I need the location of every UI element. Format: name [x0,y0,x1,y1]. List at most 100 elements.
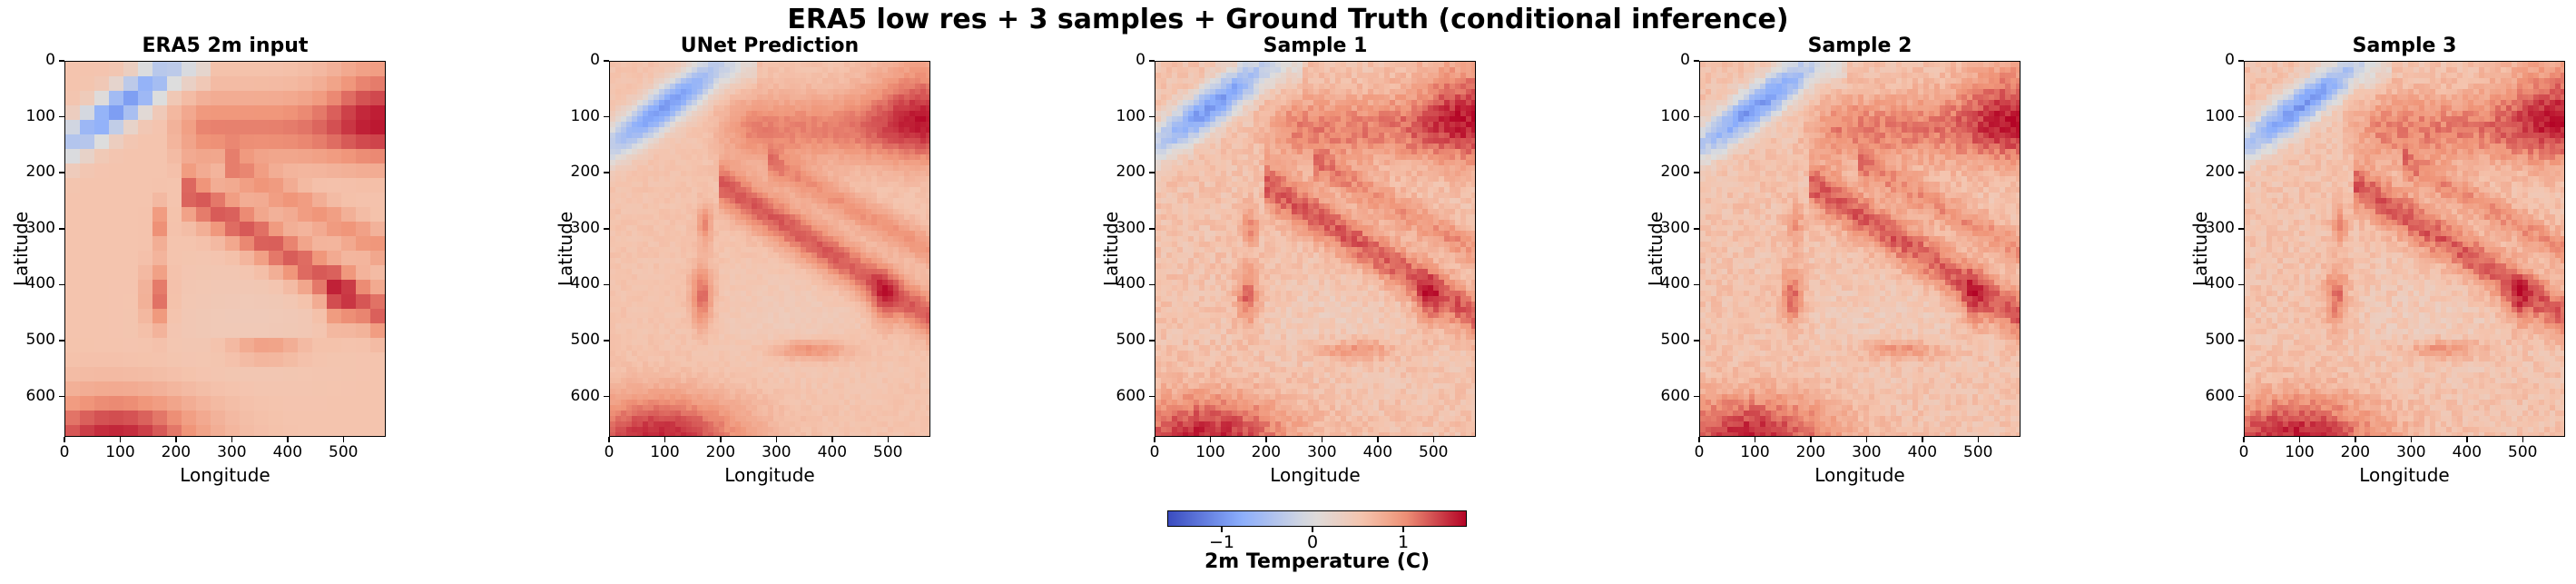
heatmap-cell [795,171,801,177]
heatmap-cell [768,62,774,68]
heatmap-cell [283,411,299,426]
heatmap-cell [828,236,834,243]
heatmap-cell [632,405,638,411]
heatmap-cell [828,269,834,275]
heatmap-cell [806,100,812,106]
heatmap-cell [833,291,840,297]
heatmap-cell [637,361,644,368]
heatmap-cell [1254,78,1260,84]
heatmap-cell [675,302,682,308]
heatmap-cell [877,411,883,417]
heatmap-cell [632,111,638,117]
heatmap-cell [730,296,736,302]
heatmap-cell [681,312,687,319]
heatmap-cell [659,411,665,417]
heatmap-cell [828,149,834,155]
heatmap-cell [341,149,357,164]
heatmap-cell [915,89,921,95]
heatmap-cell [790,111,796,117]
heatmap-cell [735,356,742,362]
heatmap-cell [828,356,834,362]
heatmap-cell [828,122,834,128]
heatmap-cell [735,133,742,139]
heatmap-cell [719,214,725,221]
heatmap-cell [240,105,255,121]
heatmap-cell [94,309,110,324]
heatmap-cell [719,405,725,411]
heatmap-cell [621,67,627,74]
heatmap-cell [822,182,829,188]
heatmap-cell [1155,78,1162,84]
heatmap-cell [1395,73,1401,79]
heatmap-cell [94,178,110,193]
heatmap-cell [356,367,371,382]
heatmap-cell [65,91,81,106]
heatmap-cell [621,144,627,150]
heatmap-cell [871,84,878,90]
heatmap-cell [899,400,905,406]
heatmap-cell [659,165,665,172]
heatmap-cell [746,73,752,79]
heatmap-cell [839,372,845,379]
heatmap-cell [1455,67,1461,74]
heatmap-cell [893,62,900,68]
heatmap-cell [795,105,801,112]
heatmap-cell [713,231,720,237]
heatmap-cell [828,351,834,357]
heatmap-cell [659,94,665,101]
heatmap-cell [719,160,725,166]
heatmap-cell [817,296,823,302]
heatmap-cell [697,182,703,188]
heatmap-cell [1221,78,1227,84]
heatmap-cell [1313,78,1320,84]
heatmap-cell [893,356,900,362]
heatmap-cell [626,356,633,362]
heatmap-cell [719,154,725,161]
heatmap-cell [888,149,894,155]
heatmap-cell [882,323,889,330]
heatmap-cell [784,220,791,226]
heatmap-cell [610,361,616,368]
heatmap-cell [752,242,758,248]
heatmap-cell [871,73,878,79]
heatmap-cell [773,100,780,106]
heatmap-cell [779,236,785,243]
heatmap-cell [708,171,714,177]
heatmap-cell [920,203,927,210]
heatmap-cell [795,176,801,183]
heatmap-cell [1308,78,1314,84]
heatmap-cell [356,251,371,266]
heatmap-cell [713,416,720,422]
heatmap-cell [327,178,342,193]
heatmap-cell [773,182,780,188]
heatmap-cell [80,222,95,237]
heatmap-cell [784,285,791,292]
heatmap-cell [817,116,823,123]
heatmap-cell [719,127,725,134]
heatmap-cell [855,302,861,308]
heatmap-cell [833,427,840,433]
heatmap-cell [833,307,840,313]
heatmap-cell [866,160,872,166]
heatmap-cell [909,263,916,270]
heatmap-cell [801,247,807,253]
heatmap-cell [675,73,682,79]
heatmap-cell [713,242,720,248]
heatmap-cell [708,187,714,193]
heatmap-cell [692,138,698,144]
heatmap-cell [730,285,736,292]
heatmap-cell [926,94,929,101]
heatmap-cell [724,209,731,215]
heatmap-cell [828,411,834,417]
heatmap-cell [779,165,785,172]
heatmap-cell [752,405,758,411]
heatmap-cell [1411,62,1418,68]
heatmap-cell [817,361,823,368]
heatmap-cell [882,225,889,232]
heatmap-cell [773,285,780,292]
heatmap-cell [904,307,910,313]
heatmap-cell [795,269,801,275]
heatmap-cell [632,340,638,346]
heatmap-cell [877,209,883,215]
heatmap-cell [254,280,270,295]
